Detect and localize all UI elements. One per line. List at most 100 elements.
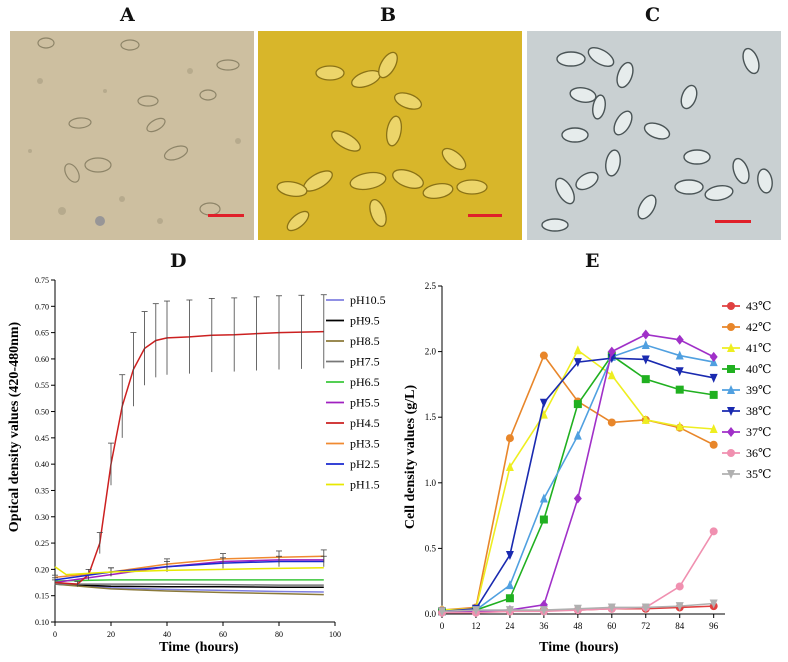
chart-e-data-point — [573, 358, 582, 368]
chart-e-x-axis-unit: (hours) — [575, 640, 619, 655]
chart-d-y-tick-label: 0.40 — [35, 460, 49, 469]
chart-e-data-point — [641, 603, 650, 613]
chart-e: Cell density values (g/L) Time (hours) 0… — [403, 281, 771, 655]
micrograph-c-cells — [541, 47, 773, 232]
chart-e-data-point — [573, 345, 582, 355]
chart-e-data-point — [675, 350, 684, 360]
chart-e-y-axis-label: Cell density values (g/L) — [403, 385, 418, 530]
chart-e-data-point — [641, 329, 650, 340]
chart-e-y-tick-label: 2.5 — [425, 281, 437, 291]
chart-e-data-point — [539, 606, 548, 616]
chart-e-legend-label: 41℃ — [746, 341, 771, 355]
chart-d-x-tick-label: 100 — [329, 630, 341, 639]
chart-e-data-point — [709, 527, 718, 536]
scale-bar-a — [208, 214, 244, 217]
chart-e-data-point — [607, 418, 616, 427]
chart-e-y-tick-label: 1.5 — [425, 412, 437, 422]
chart-d-series-pH7-5 — [55, 583, 324, 586]
chart-d-y-tick-label: 0.35 — [35, 486, 49, 495]
chart-e-legend-label: 36℃ — [746, 446, 771, 460]
chart-e-data-point — [709, 390, 718, 399]
chart-d-x-tick-label: 20 — [107, 630, 115, 639]
chart-e-data-point — [675, 334, 684, 345]
chart-d-legend-label: pH6.5 — [350, 375, 380, 389]
chart-e-legend-marker — [727, 302, 735, 310]
chart-d-y-axis-label: Optical density values (420-480nm) — [7, 321, 22, 532]
chart-e-legend-marker — [727, 407, 735, 416]
chart-e-y-tick-label: 1.0 — [425, 478, 437, 488]
panel-label-a: A — [120, 4, 135, 26]
chart-e-y-tick-label: 0.5 — [425, 543, 437, 553]
chart-e-data-point — [505, 550, 514, 560]
chart-e-series-40 — [438, 351, 718, 616]
chart-d-legend-label: pH3.5 — [350, 437, 380, 451]
chart-e-series-35 — [438, 599, 718, 617]
chart-d-legend-label: pH9.5 — [350, 314, 380, 328]
chart-e-data-point — [641, 414, 650, 424]
chart-e-data-point — [607, 346, 616, 357]
chart-e-legend-marker — [727, 385, 735, 394]
chart-e-x-axis-label: Time — [539, 640, 570, 655]
chart-e-data-point — [573, 430, 582, 440]
chart-e-x-tick-label: 12 — [471, 621, 480, 631]
panel-label-d: D — [170, 250, 187, 272]
chart-d-series-pH2-5 — [52, 555, 327, 583]
chart-e-data-point — [675, 385, 684, 394]
chart-e-legend-marker — [727, 365, 735, 373]
micrograph-a-cells — [28, 37, 241, 226]
chart-d-y-tick-label: 0.60 — [35, 355, 49, 364]
chart-e-data-point — [471, 606, 480, 616]
chart-d-legend-label: pH8.5 — [350, 334, 380, 348]
chart-d-legend-label: pH4.5 — [350, 416, 380, 430]
chart-d-series-line — [55, 583, 324, 586]
chart-e-data-point — [675, 582, 684, 591]
scale-bar-c — [715, 220, 751, 223]
chart-e-series-41 — [438, 345, 718, 615]
chart-d-legend-label: pH1.5 — [350, 478, 380, 492]
chart-e-data-point — [573, 493, 582, 504]
chart-e-legend-label: 40℃ — [746, 362, 771, 376]
chart-d: Optical density values (420-480nm) Time … — [7, 276, 386, 655]
chart-d-legend-label: pH2.5 — [350, 457, 380, 471]
chart-d-series-line — [54, 583, 324, 593]
chart-d-legend-label: pH10.5 — [350, 293, 386, 307]
chart-d-y-tick-label: 0.30 — [35, 513, 49, 522]
chart-d-series-pH1-5 — [54, 566, 324, 576]
chart-e-data-point — [539, 515, 548, 524]
chart-e-data-point — [709, 599, 718, 609]
chart-e-series-line — [441, 353, 715, 611]
micrograph-b-cells — [276, 51, 488, 232]
chart-e-x-tick-label: 24 — [505, 621, 515, 631]
chart-d-x-tick-label: 40 — [163, 630, 171, 639]
chart-d-series-line — [54, 583, 324, 596]
chart-d-y-tick-label: 0.20 — [35, 565, 49, 574]
chart-e-data-point — [539, 599, 548, 610]
chart-e-data-point — [505, 594, 514, 603]
chart-e-data-point — [573, 400, 582, 409]
chart-d-y-tick-label: 0.70 — [35, 302, 49, 311]
chart-d-series-pH4-5 — [52, 294, 327, 587]
chart-d-series-pH5-5 — [54, 559, 324, 584]
chart-e-x-tick-label: 48 — [573, 621, 583, 631]
chart-d-x-tick-label: 60 — [219, 630, 227, 639]
chart-d-series-line — [54, 560, 324, 581]
chart-e-data-point — [641, 375, 650, 384]
chart-d-y-tick-label: 0.50 — [35, 408, 49, 417]
chart-e-legend-marker — [727, 343, 735, 352]
micrograph-a — [10, 31, 254, 240]
chart-d-x-axis-unit: (hours) — [195, 640, 239, 655]
chart-d-series-line — [54, 579, 324, 582]
chart-e-data-point — [709, 424, 718, 434]
chart-d-y-tick-label: 0.25 — [35, 539, 49, 548]
chart-e-x-tick-label: 60 — [607, 621, 617, 631]
chart-d-series-line — [54, 566, 324, 576]
chart-e-x-tick-label: 0 — [440, 621, 445, 631]
chart-e-legend-label: 43℃ — [746, 299, 771, 313]
chart-e-legend-label: 42℃ — [746, 320, 771, 334]
chart-d-series-pH9-5 — [54, 583, 324, 589]
chart-e-data-point — [675, 421, 684, 431]
chart-e-data-point — [709, 373, 718, 383]
chart-e-legend-label: 37℃ — [746, 425, 771, 439]
chart-e-x-tick-label: 72 — [641, 621, 650, 631]
chart-d-y-tick-label: 0.65 — [35, 329, 49, 338]
